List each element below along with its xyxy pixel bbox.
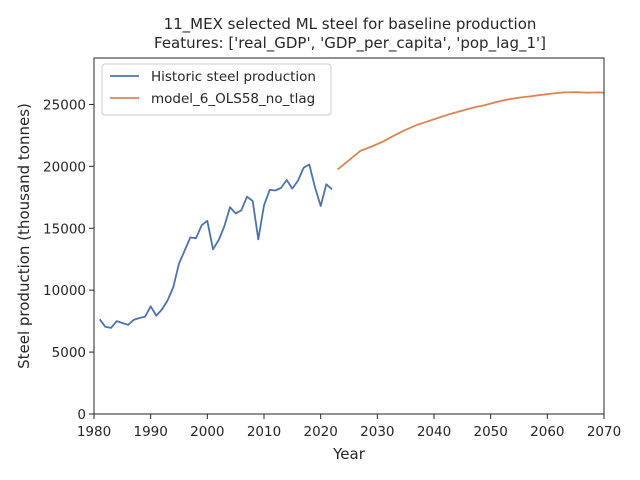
y-tick-label: 15000 — [43, 221, 86, 237]
legend-label-historic: Historic steel production — [151, 69, 316, 85]
x-tick-label: 1990 — [133, 424, 167, 440]
series-line-historic — [98, 163, 333, 329]
x-tick-label: 2020 — [303, 424, 337, 440]
chart-title: 11_MEX selected ML steel for baseline pr… — [164, 15, 537, 34]
series-lines — [98, 91, 605, 329]
x-tick-label: 1980 — [77, 424, 111, 440]
x-tick-label: 2040 — [417, 424, 451, 440]
x-tick-label: 2050 — [473, 424, 507, 440]
plot-frame — [93, 57, 605, 415]
y-tick-label: 10000 — [43, 283, 86, 299]
x-axis-label: Year — [332, 445, 366, 463]
y-tick-label: 20000 — [43, 159, 86, 175]
series-line-model — [337, 91, 605, 171]
legend-label-model: model_6_OLS58_no_tlag — [151, 91, 315, 107]
x-tick-label: 2060 — [530, 424, 564, 440]
y-tick-label: 25000 — [43, 97, 86, 113]
axis-ticks: 1980 1990 2000 2010 2020 2030 2040 2050 2060 2070… — [43, 97, 621, 440]
legend-box — [101, 63, 332, 116]
y-tick-label: 0 — [77, 407, 86, 423]
legend: Historic steel production model_6_OLS58_… — [101, 63, 332, 116]
x-tick-label: 2030 — [360, 424, 394, 440]
x-tick-label: 2070 — [587, 424, 621, 440]
y-tick-label: 5000 — [52, 345, 86, 361]
x-tick-label: 2010 — [247, 424, 281, 440]
x-tick-label: 2000 — [190, 424, 224, 440]
y-axis-label: Steel production (thousand tonnes) — [15, 103, 33, 369]
chart-subtitle: Features: ['real_GDP', 'GDP_per_capita',… — [154, 34, 546, 53]
